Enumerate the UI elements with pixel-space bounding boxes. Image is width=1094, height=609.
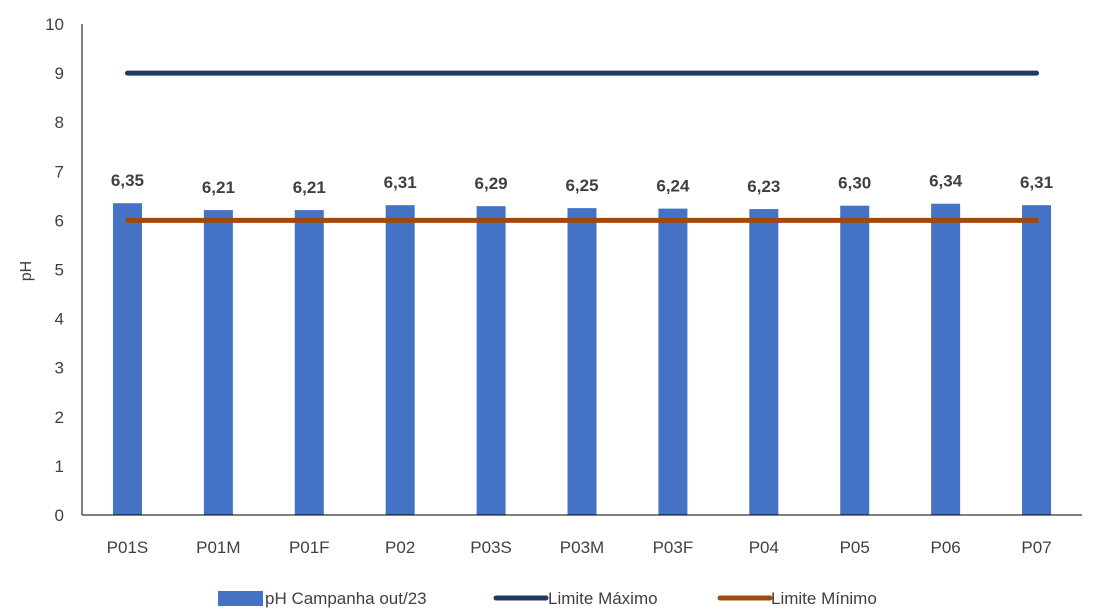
y-tick-label: 0 <box>55 506 64 525</box>
y-axis-label: pH <box>18 261 35 281</box>
data-label: 6,24 <box>656 177 690 196</box>
y-axis-ticks: 0 1 2 3 4 5 6 7 8 9 10 <box>45 15 64 525</box>
data-label: 6,30 <box>838 174 871 193</box>
y-tick-label: 6 <box>55 211 64 230</box>
y-tick-label: 7 <box>55 162 64 181</box>
bar-p01m <box>203 210 233 516</box>
data-label: 6,21 <box>293 178 326 197</box>
bar-p04 <box>749 209 779 515</box>
bar-p01s <box>112 203 142 515</box>
data-label: 6,31 <box>384 173 417 192</box>
y-tick-label: 2 <box>55 408 64 427</box>
bar-p03s <box>476 206 506 515</box>
bar-p01f <box>294 210 324 516</box>
bar-p02 <box>385 205 415 515</box>
x-tick-label: P01S <box>107 538 149 557</box>
data-labels: 6,35 6,21 6,21 6,31 6,29 6,25 6,24 6,23 6,30 6,34… <box>111 171 1053 197</box>
bar-p03f <box>658 208 688 515</box>
x-tick-label: P01F <box>289 538 330 557</box>
bar-p03m <box>567 208 597 515</box>
x-tick-label: P01M <box>196 538 240 557</box>
legend-label: Limite Máximo <box>548 589 658 608</box>
limit-lines <box>124 70 1040 223</box>
x-tick-label: P03F <box>653 538 694 557</box>
x-tick-label: P04 <box>749 538 779 557</box>
x-tick-label: P06 <box>931 538 961 557</box>
y-tick-label: 8 <box>55 113 64 132</box>
bar-p07 <box>1022 205 1052 515</box>
legend-label: pH Campanha out/23 <box>265 589 427 608</box>
legend: pH Campanha out/23 Limite Máximo Limite Mí… <box>218 589 877 608</box>
data-label: 6,25 <box>565 176 598 195</box>
data-label: 6,29 <box>475 174 508 193</box>
bar-series <box>112 203 1052 516</box>
x-tick-label: P07 <box>1021 538 1051 557</box>
x-axis-ticks: P01S P01M P01F P02 P03S P03M P03F P04 P05 P06 P07 <box>107 538 1052 557</box>
bar-p06 <box>931 203 961 515</box>
y-tick-label: 4 <box>55 310 64 329</box>
data-label: 6,21 <box>202 178 235 197</box>
data-label: 6,31 <box>1020 173 1053 192</box>
y-tick-label: 9 <box>55 64 64 83</box>
legend-swatch-bar <box>218 591 263 606</box>
y-tick-label: 3 <box>55 359 64 378</box>
data-label: 6,34 <box>929 172 963 191</box>
y-tick-label: 10 <box>45 15 64 34</box>
y-tick-label: 5 <box>55 261 64 280</box>
x-tick-label: P02 <box>385 538 415 557</box>
data-label: 6,23 <box>747 177 780 196</box>
data-label: 6,35 <box>111 171 144 190</box>
x-tick-label: P05 <box>840 538 870 557</box>
x-tick-label: P03S <box>470 538 512 557</box>
y-tick-label: 1 <box>55 457 64 476</box>
x-tick-label: P03M <box>560 538 604 557</box>
bar-p05 <box>840 205 870 516</box>
legend-label: Limite Mínimo <box>771 589 877 608</box>
